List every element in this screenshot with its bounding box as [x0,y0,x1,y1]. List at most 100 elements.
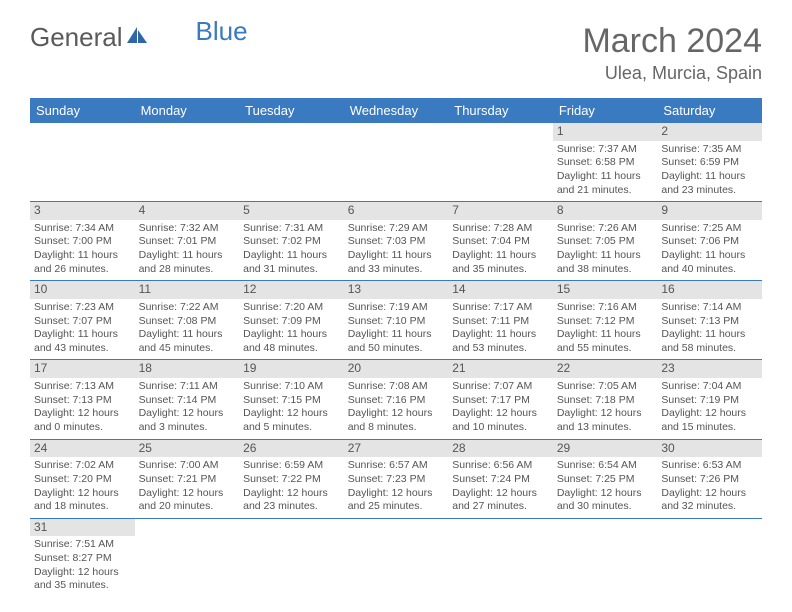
calendar-body: 1Sunrise: 7:37 AMSunset: 6:58 PMDaylight… [30,123,762,597]
sunrise-line: Sunrise: 7:13 AM [34,380,131,394]
daylight-line: Daylight: 11 hours and 50 minutes. [348,328,445,355]
calendar-day-cell: 31Sunrise: 7:51 AMSunset: 8:27 PMDayligh… [30,518,135,597]
daylight-line: Daylight: 12 hours and 15 minutes. [661,407,758,434]
day-number: 24 [30,440,135,458]
sunrise-line: Sunrise: 7:34 AM [34,222,131,236]
day-number: 3 [30,202,135,220]
daylight-line: Daylight: 11 hours and 33 minutes. [348,249,445,276]
calendar-day-cell: 17Sunrise: 7:13 AMSunset: 7:13 PMDayligh… [30,360,135,439]
weekday-header: Thursday [448,98,553,123]
sunrise-line: Sunrise: 7:17 AM [452,301,549,315]
sunrise-line: Sunrise: 7:20 AM [243,301,340,315]
day-number: 5 [239,202,344,220]
calendar-day-cell: 19Sunrise: 7:10 AMSunset: 7:15 PMDayligh… [239,360,344,439]
sunset-line: Sunset: 7:22 PM [243,473,340,487]
logo-sail-icon [126,26,148,44]
sunrise-line: Sunrise: 7:02 AM [34,459,131,473]
daylight-line: Daylight: 11 hours and 40 minutes. [661,249,758,276]
day-number: 10 [30,281,135,299]
calendar-day-cell: 29Sunrise: 6:54 AMSunset: 7:25 PMDayligh… [553,439,658,518]
sunrise-line: Sunrise: 6:56 AM [452,459,549,473]
calendar-day-cell: 20Sunrise: 7:08 AMSunset: 7:16 PMDayligh… [344,360,449,439]
calendar-day-cell: 12Sunrise: 7:20 AMSunset: 7:09 PMDayligh… [239,281,344,360]
daylight-line: Daylight: 11 hours and 23 minutes. [661,170,758,197]
sunrise-line: Sunrise: 7:37 AM [557,143,654,157]
daylight-line: Daylight: 11 hours and 38 minutes. [557,249,654,276]
sunrise-line: Sunrise: 7:00 AM [139,459,236,473]
sunset-line: Sunset: 7:23 PM [348,473,445,487]
daylight-line: Daylight: 12 hours and 3 minutes. [139,407,236,434]
calendar-empty-cell [344,123,449,202]
header: General Blue March 2024 Ulea, Murcia, Sp… [30,22,762,84]
calendar-day-cell: 7Sunrise: 7:28 AMSunset: 7:04 PMDaylight… [448,202,553,281]
day-number: 29 [553,440,658,458]
sunrise-line: Sunrise: 7:07 AM [452,380,549,394]
calendar-day-cell: 16Sunrise: 7:14 AMSunset: 7:13 PMDayligh… [657,281,762,360]
sunset-line: Sunset: 8:27 PM [34,552,131,566]
calendar-day-cell: 15Sunrise: 7:16 AMSunset: 7:12 PMDayligh… [553,281,658,360]
sunset-line: Sunset: 7:20 PM [34,473,131,487]
day-number: 27 [344,440,449,458]
daylight-line: Daylight: 11 hours and 28 minutes. [139,249,236,276]
calendar-day-cell: 28Sunrise: 6:56 AMSunset: 7:24 PMDayligh… [448,439,553,518]
sunset-line: Sunset: 7:13 PM [34,394,131,408]
calendar-week-row: 3Sunrise: 7:34 AMSunset: 7:00 PMDaylight… [30,202,762,281]
calendar-day-cell: 5Sunrise: 7:31 AMSunset: 7:02 PMDaylight… [239,202,344,281]
day-number: 14 [448,281,553,299]
sunrise-line: Sunrise: 7:04 AM [661,380,758,394]
sunset-line: Sunset: 7:05 PM [557,235,654,249]
daylight-line: Daylight: 12 hours and 35 minutes. [34,566,131,593]
calendar-empty-cell [239,518,344,597]
daylight-line: Daylight: 12 hours and 5 minutes. [243,407,340,434]
daylight-line: Daylight: 12 hours and 23 minutes. [243,487,340,514]
sunrise-line: Sunrise: 7:05 AM [557,380,654,394]
calendar-day-cell: 27Sunrise: 6:57 AMSunset: 7:23 PMDayligh… [344,439,449,518]
daylight-line: Daylight: 12 hours and 13 minutes. [557,407,654,434]
daylight-line: Daylight: 11 hours and 45 minutes. [139,328,236,355]
calendar-empty-cell [135,518,240,597]
day-number: 18 [135,360,240,378]
calendar-day-cell: 24Sunrise: 7:02 AMSunset: 7:20 PMDayligh… [30,439,135,518]
day-number: 31 [30,519,135,537]
sunset-line: Sunset: 7:04 PM [452,235,549,249]
sunset-line: Sunset: 7:11 PM [452,315,549,329]
day-number: 15 [553,281,658,299]
calendar-week-row: 17Sunrise: 7:13 AMSunset: 7:13 PMDayligh… [30,360,762,439]
calendar-week-row: 31Sunrise: 7:51 AMSunset: 8:27 PMDayligh… [30,518,762,597]
calendar-day-cell: 8Sunrise: 7:26 AMSunset: 7:05 PMDaylight… [553,202,658,281]
calendar-empty-cell [553,518,658,597]
sunset-line: Sunset: 7:26 PM [661,473,758,487]
day-number: 19 [239,360,344,378]
daylight-line: Daylight: 12 hours and 30 minutes. [557,487,654,514]
day-number: 22 [553,360,658,378]
daylight-line: Daylight: 12 hours and 20 minutes. [139,487,236,514]
sunrise-line: Sunrise: 7:19 AM [348,301,445,315]
day-number: 23 [657,360,762,378]
daylight-line: Daylight: 12 hours and 0 minutes. [34,407,131,434]
sunset-line: Sunset: 7:03 PM [348,235,445,249]
weekday-header: Monday [135,98,240,123]
weekday-header-row: SundayMondayTuesdayWednesdayThursdayFrid… [30,98,762,123]
day-number: 9 [657,202,762,220]
daylight-line: Daylight: 11 hours and 55 minutes. [557,328,654,355]
day-number: 25 [135,440,240,458]
sunset-line: Sunset: 7:06 PM [661,235,758,249]
day-number: 20 [344,360,449,378]
logo-text-blue: Blue [196,16,248,47]
daylight-line: Daylight: 12 hours and 27 minutes. [452,487,549,514]
sunset-line: Sunset: 7:18 PM [557,394,654,408]
sunrise-line: Sunrise: 7:51 AM [34,538,131,552]
day-number: 11 [135,281,240,299]
day-number: 12 [239,281,344,299]
weekday-header: Saturday [657,98,762,123]
weekday-header: Friday [553,98,658,123]
sunset-line: Sunset: 7:21 PM [139,473,236,487]
daylight-line: Daylight: 12 hours and 25 minutes. [348,487,445,514]
day-number: 16 [657,281,762,299]
daylight-line: Daylight: 12 hours and 32 minutes. [661,487,758,514]
calendar-week-row: 1Sunrise: 7:37 AMSunset: 6:58 PMDaylight… [30,123,762,202]
sunrise-line: Sunrise: 7:16 AM [557,301,654,315]
sunrise-line: Sunrise: 7:22 AM [139,301,236,315]
sunrise-line: Sunrise: 7:25 AM [661,222,758,236]
calendar-day-cell: 4Sunrise: 7:32 AMSunset: 7:01 PMDaylight… [135,202,240,281]
